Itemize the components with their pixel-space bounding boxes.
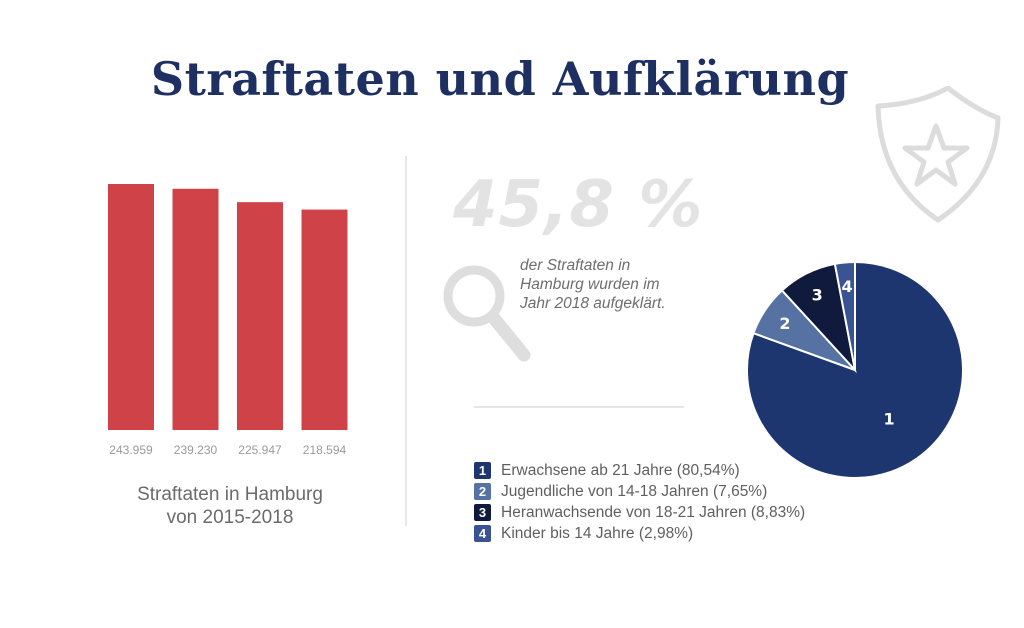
pie-chart: 1 2 3 4 [746,260,964,479]
clearance-text-line3: Jahr 2018 aufgeklärt. [520,295,666,312]
legend-item: 4 Kinder bis 14 Jahre (2,98%) [474,523,805,544]
clearance-text-line1: der Straftaten in [520,257,631,274]
pie-legend: 1 Erwachsene ab 21 Jahre (80,54%) 2 Jugendl… [474,460,805,544]
horizontal-divider [474,406,684,408]
legend-number-badge: 3 [474,504,491,521]
legend-number-badge: 1 [474,462,491,479]
legend-item: 3 Heranwachsende von 18-21 Jahren (8,83%) [474,502,805,523]
legend-item: 1 Erwachsene ab 21 Jahre (80,54%) [474,460,805,481]
pie-slice-4 [833,260,856,371]
bar-value-label: 243.959 [109,443,153,457]
bar-value-label: 225.947 [238,443,282,457]
pie-slice-label: 2 [779,314,790,333]
bar-2018 [301,209,348,430]
vertical-divider [405,156,407,526]
legend-label: Erwachsene ab 21 Jahre (80,54%) [501,461,740,479]
legend-number-badge: 2 [474,483,491,500]
legend-item: 2 Jugendliche von 14-18 Jahren (7,65%) [474,481,805,502]
pie-slice-label: 3 [812,286,823,305]
shield-star-icon [875,86,1001,223]
bar-caption-line1: Straftaten in Hamburg [137,484,323,505]
bar-2015 [108,184,154,430]
bar-value-label: 239.230 [173,443,218,457]
bar-caption-line2: von 2015-2018 [166,507,294,528]
bar-value-label: 218.594 [302,443,347,457]
bar-2016 [172,188,219,430]
page-title: Straftaten und Aufklärung [150,52,850,106]
pie-slice-label: 4 [842,277,853,296]
bar-2017 [237,202,283,430]
clearance-text-line2: Hamburg wurden im [520,276,660,293]
bar-chart-caption: Straftaten in Hamburg von 2015-2018 [130,483,330,529]
legend-number-badge: 4 [474,525,491,542]
pie-slice-label: 1 [884,410,895,429]
magnifier-icon [443,265,531,362]
clearance-rate-text: der Straftaten in Hamburg wurden im Jahr… [520,256,690,313]
legend-label: Heranwachsende von 18-21 Jahren (8,83%) [501,503,806,521]
legend-label: Kinder bis 14 Jahre (2,98%) [501,524,694,542]
legend-label: Jugendliche von 14-18 Jahren (7,65%) [501,482,768,500]
bar-chart [108,184,348,430]
clearance-rate-value: 45,8 % [453,168,704,242]
